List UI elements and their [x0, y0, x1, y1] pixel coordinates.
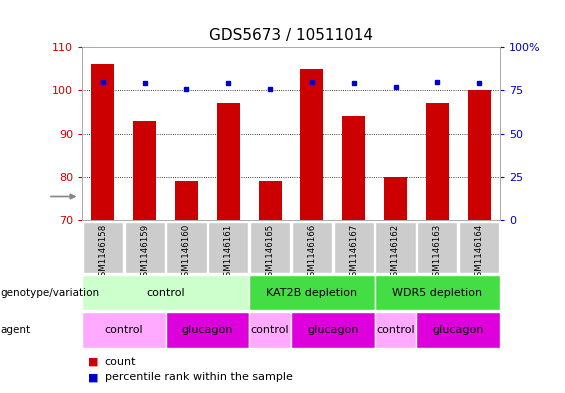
Text: WDR5 depletion: WDR5 depletion	[392, 288, 483, 298]
Text: GSM1146162: GSM1146162	[391, 224, 400, 282]
Bar	[250, 222, 290, 273]
Bar	[208, 222, 249, 273]
Bar	[342, 116, 365, 220]
Bar	[459, 222, 499, 273]
Bar	[166, 312, 249, 348]
Text: GSM1146158: GSM1146158	[98, 224, 107, 282]
Text: GSM1146161: GSM1146161	[224, 224, 233, 282]
Bar	[384, 177, 407, 220]
Text: GSM1146165: GSM1146165	[266, 224, 275, 282]
Text: genotype/variation: genotype/variation	[0, 288, 99, 298]
Bar	[375, 275, 500, 310]
Bar	[217, 103, 240, 220]
Bar	[417, 222, 458, 273]
Text: percentile rank within the sample: percentile rank within the sample	[105, 372, 293, 382]
Bar	[426, 103, 449, 220]
Bar	[124, 222, 165, 273]
Text: control: control	[105, 325, 143, 335]
Bar	[333, 222, 374, 273]
Text: ■: ■	[88, 356, 98, 367]
Text: GSM1146167: GSM1146167	[349, 224, 358, 282]
Bar	[259, 181, 281, 220]
Bar	[301, 69, 323, 220]
Text: GSM1146160: GSM1146160	[182, 224, 191, 282]
Bar	[249, 312, 291, 348]
Bar	[82, 312, 166, 348]
Bar	[166, 222, 207, 273]
Text: glucagon: glucagon	[182, 325, 233, 335]
Bar	[249, 275, 375, 310]
Bar	[291, 312, 375, 348]
Bar	[92, 64, 114, 220]
Bar	[375, 222, 416, 273]
Bar	[82, 222, 123, 273]
Text: GSM1146163: GSM1146163	[433, 224, 442, 282]
Text: GSM1146166: GSM1146166	[307, 224, 316, 282]
Text: GSM1146164: GSM1146164	[475, 224, 484, 282]
Title: GDS5673 / 10511014: GDS5673 / 10511014	[209, 28, 373, 43]
Text: agent: agent	[0, 325, 30, 335]
Bar	[292, 222, 332, 273]
Text: glucagon: glucagon	[433, 325, 484, 335]
Bar	[468, 90, 490, 220]
Text: ■: ■	[88, 372, 98, 382]
Text: control: control	[146, 288, 185, 298]
Text: glucagon: glucagon	[307, 325, 358, 335]
Bar	[82, 275, 249, 310]
Bar	[133, 121, 156, 220]
Bar	[375, 312, 416, 348]
Text: count: count	[105, 356, 136, 367]
Text: control: control	[251, 325, 289, 335]
Text: control: control	[376, 325, 415, 335]
Bar	[416, 312, 500, 348]
Bar	[175, 181, 198, 220]
Text: KAT2B depletion: KAT2B depletion	[266, 288, 358, 298]
Text: GSM1146159: GSM1146159	[140, 224, 149, 282]
